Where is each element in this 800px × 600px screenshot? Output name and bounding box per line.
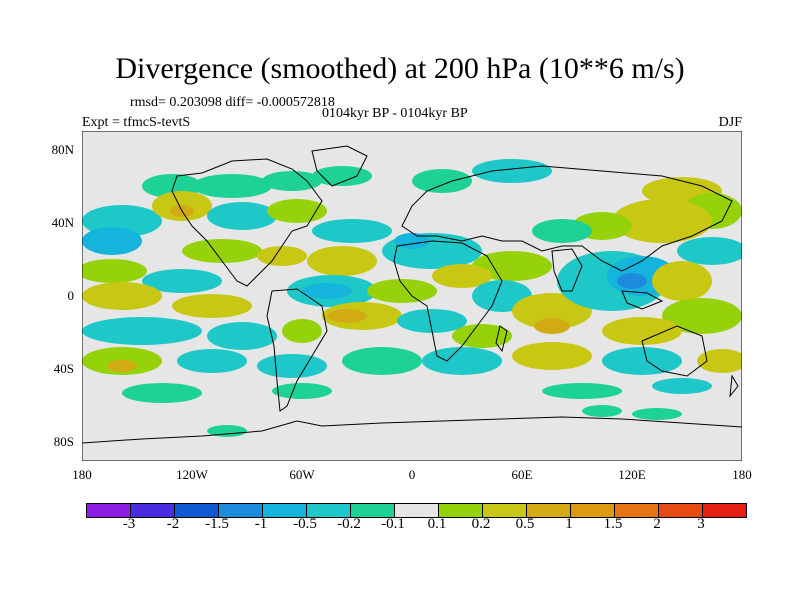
legend-label: -1: [254, 516, 268, 532]
legend-label: -0.1: [381, 516, 405, 532]
legend-label: 1.5: [603, 516, 623, 532]
plot-title: Divergence (smoothed) at 200 hPa (10**6 …: [115, 52, 685, 85]
season-text: DJF: [718, 115, 742, 130]
legend-label: 0.1: [427, 516, 447, 532]
lon-label-0: 0: [408, 467, 416, 482]
lon-label-180w: 180: [72, 467, 92, 482]
legend-swatch: [702, 503, 747, 518]
lon-label-120w: 120W: [176, 467, 208, 482]
divergence-map: [82, 131, 742, 461]
legend-label: -1.5: [205, 516, 229, 532]
divergence-field: [82, 159, 742, 437]
case-text: 0104kyr BP - 0104kyr BP: [322, 106, 468, 121]
lat-label-40n: 40N: [51, 215, 74, 230]
lon-label-120e: 120E: [618, 467, 646, 482]
lat-label-0: 0: [67, 288, 75, 303]
color-legend: [86, 503, 747, 518]
legend-label: 0.2: [471, 516, 491, 532]
legend-label: -2: [166, 516, 180, 532]
lon-label-60e: 60E: [511, 467, 533, 482]
coastlines: [82, 145, 742, 444]
legend-label: -3: [122, 516, 136, 532]
legend-label: 0.5: [515, 516, 535, 532]
lat-label-40s: 40S: [53, 361, 74, 376]
stats-text: rmsd= 0.203098 diff= -0.000572818: [130, 95, 335, 110]
lat-label-80n: 80N: [51, 142, 74, 157]
legend-label: 3: [697, 516, 705, 532]
legend-label: -0.5: [293, 516, 317, 532]
legend-label: 2: [653, 516, 661, 532]
experiment-text: Expt = tfmcS-tevtS: [82, 115, 191, 130]
legend-label: 1: [565, 516, 573, 532]
lat-label-80s: 80S: [53, 434, 74, 449]
lon-label-180e: 180: [732, 467, 752, 482]
legend-label: -0.2: [337, 516, 361, 532]
legend-labels: -3 -2 -1.5 -1 -0.5 -0.2 -0.1 0.1 0.2 0.5 1 1.5 2 3: [86, 516, 746, 538]
lon-label-60w: 60W: [289, 467, 315, 482]
